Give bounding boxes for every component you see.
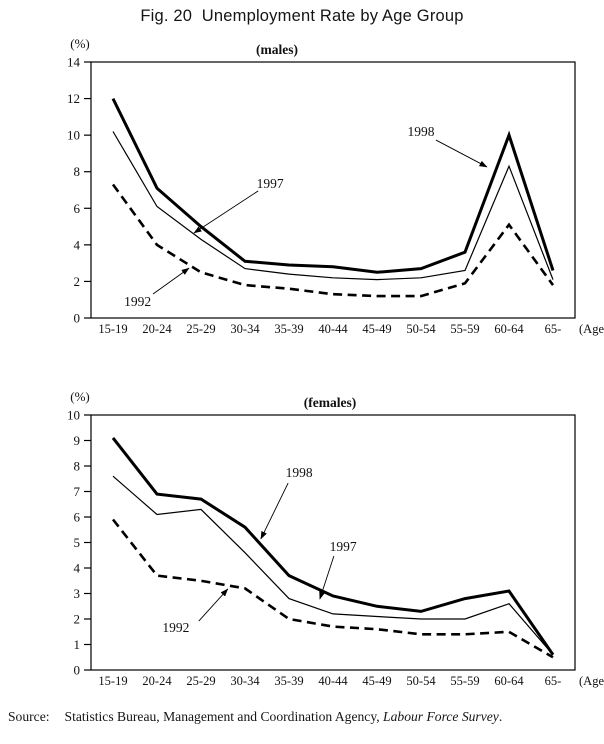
- series-line-1998: [111, 436, 555, 656]
- chart-title: (females): [304, 395, 356, 410]
- y-tick-label: 14: [67, 55, 81, 70]
- males-chart: (%) (males) 0 2 4 6 8 10 12 14 15-19 20-24 25-29 30-3…: [67, 36, 604, 336]
- y-tick-label: 3: [74, 586, 81, 601]
- females-chart: (%) (females) 0 1 2 3 4 5 6 7 8 9 10 15-19 20-24 25-29 3…: [67, 389, 604, 688]
- x-tick-label: 15-19: [98, 322, 127, 336]
- x-tick-label: 65-: [545, 674, 562, 688]
- x-tick-label: 65-: [545, 322, 562, 336]
- y-tick-label: 2: [74, 612, 81, 627]
- y-tick-label: 6: [74, 201, 81, 216]
- source-publication: Labour Force Survey: [383, 709, 499, 724]
- x-tick-label: 40-44: [318, 674, 348, 688]
- x-tick-label: 55-59: [450, 322, 479, 336]
- x-tick-label: 30-34: [230, 322, 260, 336]
- x-tick-label: 25-29: [186, 322, 215, 336]
- y-tick-label: 8: [74, 459, 81, 474]
- source-label: Source:: [8, 709, 50, 724]
- x-tick-label: 20-24: [142, 674, 172, 688]
- x-tick-label: 55-59: [450, 674, 479, 688]
- y-unit-label: (%): [70, 36, 90, 51]
- y-tick-label: 2: [74, 274, 81, 289]
- y-tick-label: 4: [74, 237, 81, 252]
- annotation-arrow-1998: [260, 482, 289, 540]
- x-tick-label: 45-49: [362, 674, 391, 688]
- x-tick-label: 35-39: [274, 322, 303, 336]
- annotation-arrow-1997: [319, 555, 335, 600]
- source-note: Source: Statistics Bureau, Management and…: [8, 709, 598, 725]
- y-tick-label: 6: [74, 510, 81, 525]
- x-tick-label: 30-34: [230, 674, 260, 688]
- x-tick-label: 60-64: [494, 674, 524, 688]
- series-label-1998: 1998: [286, 465, 313, 480]
- x-tick-label: 50-54: [406, 674, 436, 688]
- plot-frame: [90, 61, 576, 319]
- series-label-1997: 1997: [330, 539, 357, 554]
- series-line-1997: [112, 131, 554, 281]
- x-tick-label: 60-64: [494, 322, 524, 336]
- series-line-1998: [111, 97, 555, 274]
- y-tick-label: 1: [74, 637, 81, 652]
- y-tick-label: 12: [67, 91, 80, 106]
- x-unit-label: (Age): [579, 322, 604, 336]
- series-line-1992: [111, 183, 555, 298]
- x-tick-label: 50-54: [406, 322, 436, 336]
- series-label-1992: 1992: [124, 294, 151, 309]
- series-label-1997: 1997: [257, 176, 284, 191]
- source-period: .: [498, 709, 503, 724]
- y-tick-label: 7: [74, 484, 81, 499]
- y-tick-label: 0: [74, 311, 81, 326]
- y-unit-label: (%): [70, 389, 90, 404]
- annotation-arrow-1992: [152, 267, 190, 295]
- x-tick-label: 45-49: [362, 322, 391, 336]
- x-unit-label: (Age): [579, 674, 604, 688]
- y-tick-label: 10: [67, 128, 80, 143]
- annotation-arrow-1998: [435, 139, 488, 168]
- x-tick-label: 25-29: [186, 674, 215, 688]
- y-tick-label: 4: [74, 561, 81, 576]
- x-tick-label: 15-19: [98, 674, 127, 688]
- x-tick-label: 20-24: [142, 322, 172, 336]
- y-tick-label: 0: [74, 663, 81, 678]
- series-label-1992: 1992: [162, 620, 189, 635]
- y-tick-label: 9: [74, 433, 81, 448]
- source-text: Statistics Bureau, Management and Coordi…: [64, 709, 384, 724]
- figure-title: Fig. 20 Unemployment Rate by Age Group: [140, 7, 464, 25]
- chart-title: (males): [256, 42, 298, 57]
- annotation-arrow-1992: [198, 588, 229, 622]
- series-label-1998: 1998: [408, 124, 435, 139]
- x-tick-label: 40-44: [318, 322, 348, 336]
- x-tick-label: 35-39: [274, 674, 303, 688]
- series-line-1997: [112, 475, 554, 656]
- y-tick-label: 8: [74, 164, 81, 179]
- y-tick-label: 5: [74, 535, 81, 550]
- annotation-arrow-1997: [193, 190, 259, 234]
- y-tick-label: 10: [67, 408, 80, 423]
